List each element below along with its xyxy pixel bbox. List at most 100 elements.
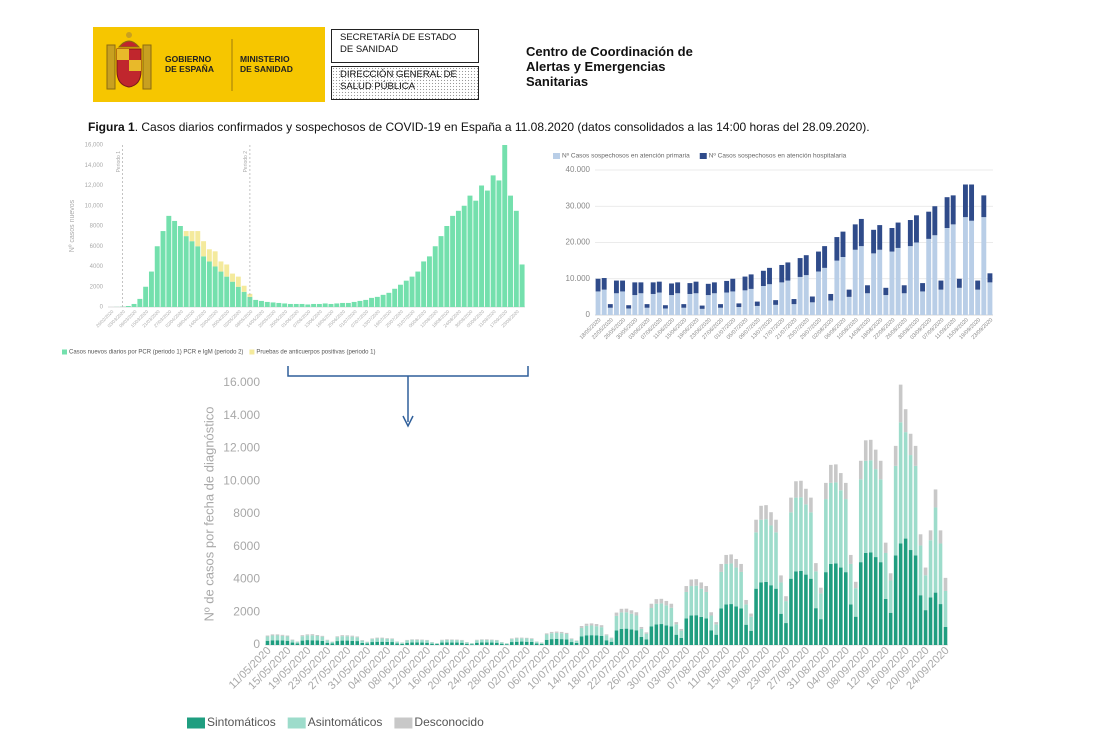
bar [662, 308, 668, 315]
bar [270, 640, 275, 645]
y-tick-label: 14,000 [85, 163, 104, 169]
logo-line: MINISTERIO [240, 54, 290, 64]
bar [873, 469, 878, 558]
bar [305, 634, 310, 636]
bar [270, 634, 275, 636]
y-tick-label: 6000 [233, 539, 260, 553]
legend-label: Nº Casos sospechosos en atención hospita… [709, 153, 847, 160]
bar [938, 289, 944, 315]
bar [848, 563, 853, 605]
bar [564, 634, 569, 640]
bar [814, 563, 818, 572]
bar [704, 591, 709, 619]
legend-swatch [699, 153, 707, 159]
bar [599, 627, 604, 636]
bar [742, 276, 748, 291]
bar [350, 635, 355, 637]
bar [846, 289, 852, 297]
bar [674, 624, 679, 635]
bar [613, 293, 619, 315]
bar [430, 642, 434, 644]
legend-swatch [394, 717, 413, 729]
bar [524, 641, 529, 645]
bar [903, 432, 908, 539]
bar [172, 220, 178, 307]
bar [839, 490, 843, 568]
legend-label: Nº Casos sospechosos en atención primari… [562, 153, 690, 160]
bar [819, 593, 823, 620]
bar [734, 567, 738, 607]
bar [524, 638, 529, 642]
bar [365, 643, 369, 645]
bar [759, 519, 763, 583]
bar [195, 231, 201, 247]
bar [444, 226, 450, 307]
bar [607, 307, 613, 315]
bar [943, 577, 948, 591]
bar [773, 300, 779, 305]
bar [926, 238, 932, 315]
bar [858, 562, 863, 645]
bar [681, 307, 687, 315]
bar [871, 253, 877, 315]
bar [767, 267, 772, 285]
bar [131, 303, 137, 307]
bar [704, 618, 709, 645]
y-axis-label: Nº casos nuevos [69, 199, 76, 252]
bar [739, 563, 743, 572]
bar [969, 220, 975, 315]
bar [834, 563, 838, 645]
bar [320, 635, 325, 637]
bar [877, 249, 883, 315]
y-tick-label: 16.000 [223, 375, 260, 389]
bar [148, 271, 154, 307]
bar [514, 637, 519, 639]
bar [282, 303, 288, 307]
bar [265, 635, 270, 637]
bar [969, 184, 975, 221]
bar [315, 635, 320, 641]
bar [814, 571, 818, 609]
bar [933, 592, 938, 645]
bar [629, 613, 634, 630]
bar [589, 625, 594, 636]
bar [295, 641, 300, 644]
bar [490, 640, 494, 643]
bar [450, 642, 454, 645]
bar [769, 585, 773, 645]
bar [624, 612, 629, 629]
bar [295, 643, 300, 645]
bar [380, 638, 384, 642]
bar [858, 246, 864, 315]
bar [760, 286, 766, 315]
bar [475, 640, 479, 643]
bar [310, 635, 315, 641]
bar [719, 608, 723, 645]
bar [629, 629, 634, 645]
bar [264, 301, 270, 307]
bar [183, 236, 189, 307]
bar [420, 642, 424, 645]
bar [699, 582, 704, 589]
bar [824, 572, 828, 645]
y-tick-label: 10.000 [566, 274, 591, 283]
bar [465, 643, 469, 645]
bar [791, 304, 797, 315]
bar [774, 532, 778, 589]
bar [160, 231, 166, 307]
bar [956, 278, 962, 288]
bar [247, 293, 253, 297]
y-axis-label: Nº de casos por fecha de diagnóstico [201, 406, 216, 621]
bar [749, 630, 753, 645]
y-tick-label: 0 [100, 305, 104, 311]
bar [774, 519, 778, 533]
bar [932, 235, 938, 315]
bar [679, 637, 684, 645]
legend-label: Sintomáticos [207, 715, 276, 729]
bar [369, 297, 374, 307]
bar [654, 624, 659, 645]
bar [944, 228, 950, 315]
bar [784, 596, 788, 602]
bar [893, 555, 898, 645]
bar [659, 624, 664, 645]
